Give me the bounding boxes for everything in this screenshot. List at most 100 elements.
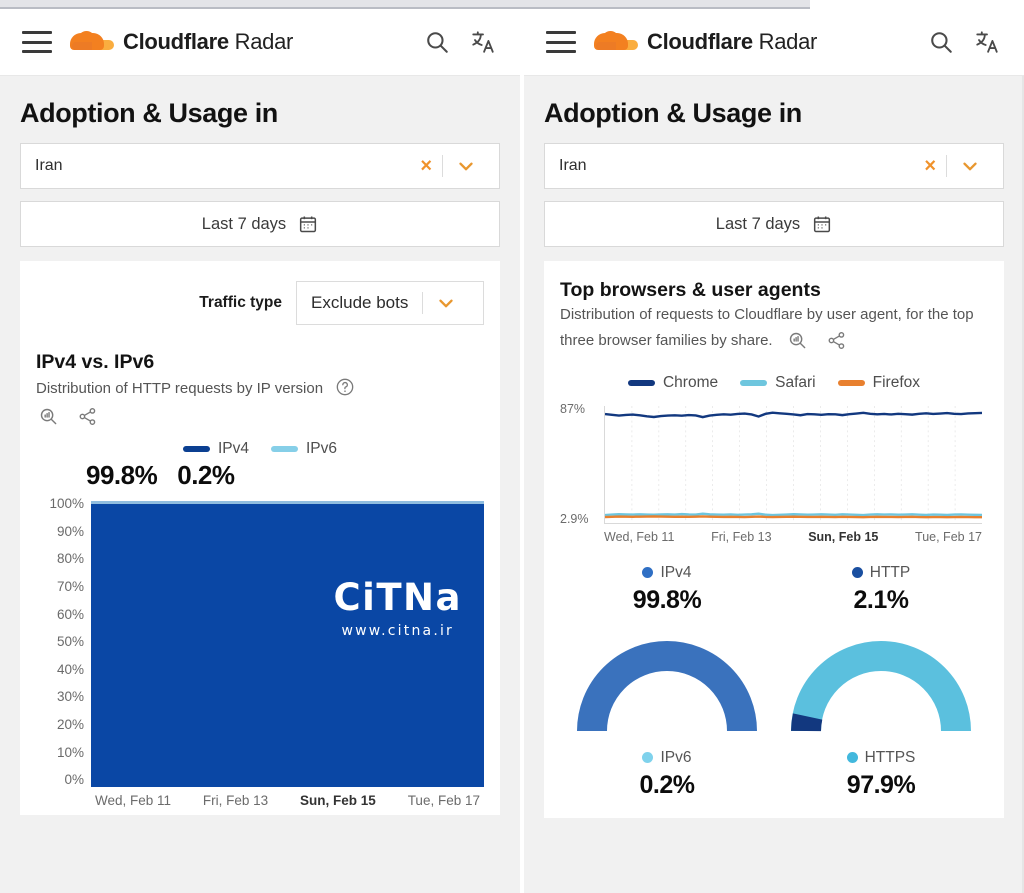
legend-swatch-firefox [837, 379, 865, 386]
x-tick: Fri, Feb 13 [202, 793, 269, 808]
search-icon[interactable] [928, 29, 954, 55]
search-icon[interactable] [424, 29, 450, 55]
hamburger-icon[interactable] [546, 31, 576, 53]
page-body-left: Adoption & Usage in Iran × Last 7 days [0, 98, 520, 815]
brand-name-bold: Cloudflare [123, 29, 229, 54]
ipv6-gauge-arc[interactable] [572, 635, 762, 735]
gauge-footer: HTTPS 97.9% [846, 748, 916, 800]
y-tick: 87% [560, 401, 586, 416]
chevron-down-icon[interactable] [423, 292, 465, 314]
legend-item[interactable]: IPv6 [271, 440, 337, 458]
https-gauge-svg [791, 640, 971, 732]
cloudflare-cloud-icon [70, 31, 114, 53]
x-tick: Tue, Feb 17 [915, 529, 982, 544]
legend-swatch-chrome [627, 379, 655, 386]
hamburger-icon[interactable] [22, 31, 52, 53]
y-tick: 40% [56, 661, 84, 677]
top-browsers-line-chart: 87% 2.9% Wed, Feb 11 Fri, Feb 13 Su [560, 398, 988, 548]
section-subtitle-browsers: Distribution of requests to Cloudflare b… [560, 306, 974, 349]
clear-icon[interactable]: × [420, 155, 432, 177]
gauges-row: IPv6 0.2% [560, 635, 988, 800]
chevron-down-icon[interactable] [947, 155, 989, 177]
status-dot [846, 752, 858, 764]
header-actions-left [424, 29, 496, 55]
gauge-value: 97.9% [846, 770, 916, 799]
gauge-header: IPv6 [642, 749, 692, 767]
summary-stats-row: IPv4 99.8% HTTP 2.1% [560, 564, 988, 615]
legend-item[interactable]: Chrome [627, 373, 719, 392]
line-plot-svg [605, 405, 982, 523]
line-plot-region[interactable] [604, 405, 982, 524]
status-dot [642, 752, 654, 764]
stat-header: IPv4 [642, 563, 692, 582]
legend-label-firefox: Firefox [872, 373, 920, 391]
date-range-select[interactable]: Last 7 days [20, 201, 500, 247]
y-tick: 2.9% [560, 511, 589, 526]
chart-magnifier-icon[interactable] [38, 406, 59, 432]
brand-label: Cloudflare Radar [123, 29, 293, 55]
x-tick: Wed, Feb 11 [604, 529, 675, 544]
left-screenshot-panel: Cloudflare Radar Adoption & Usage in Ira… [0, 9, 524, 893]
x-tick: Tue, Feb 17 [407, 793, 480, 808]
translate-icon[interactable] [470, 29, 496, 55]
watermark-logo: CiTNa [333, 576, 462, 619]
legend-swatch-safari [740, 379, 768, 386]
brand-name-light: Radar [752, 29, 818, 54]
date-range-select[interactable]: Last 7 days [544, 201, 1004, 247]
ipv4-ipv6-card: Traffic type Exclude bots IPv4 vs. IPv6 … [20, 261, 500, 815]
top-edge-strip [0, 0, 810, 7]
gauge-footer: IPv6 0.2% [640, 749, 695, 800]
chart-tools-right [787, 330, 847, 356]
app-header-left: Cloudflare Radar [0, 9, 520, 76]
y-tick: 30% [56, 689, 84, 705]
legend-item[interactable]: Firefox [837, 373, 920, 392]
stat-label: IPv4 [660, 563, 692, 581]
y-tick: 50% [56, 634, 84, 650]
y-tick: 0% [64, 772, 84, 788]
translate-icon[interactable] [974, 29, 1000, 55]
location-controls: × [914, 155, 989, 177]
ipv6-sliver [91, 501, 484, 504]
legend-label-chrome: Chrome [662, 373, 719, 391]
chart-magnifier-icon[interactable] [787, 330, 808, 356]
panel-edge [1022, 9, 1024, 893]
calendar-icon [298, 214, 318, 234]
x-axis-labels: Wed, Feb 11 Fri, Feb 13 Sun, Feb 15 Tue,… [91, 793, 484, 817]
divider [422, 292, 424, 314]
location-value: Iran [35, 157, 63, 174]
card-bottom-pad [560, 800, 988, 810]
value-ipv6: 0.2% [177, 460, 235, 490]
area-plot-region[interactable]: CiTNa www.citna.ir [91, 501, 484, 787]
help-circle-icon[interactable] [335, 377, 355, 402]
share-icon[interactable] [77, 406, 98, 432]
y-tick: 20% [56, 717, 84, 733]
legend-label-ipv4: IPv4 [217, 440, 249, 457]
x-tick: Sun, Feb 15 [300, 793, 376, 808]
section-title-ipv4-ipv6: IPv4 vs. IPv6 [36, 351, 155, 373]
y-tick: 70% [56, 578, 84, 594]
y-tick: 80% [56, 551, 84, 567]
gauge-https: HTTPS 97.9% [774, 635, 988, 800]
watermark-url: www.citna.ir [341, 623, 455, 639]
cloudflare-radar-brand[interactable]: Cloudflare Radar [70, 29, 293, 55]
https-gauge-arc[interactable] [786, 635, 976, 735]
traffic-type-select[interactable]: Exclude bots [296, 281, 484, 325]
date-range-value: Last 7 days [201, 214, 287, 233]
x-tick: Wed, Feb 11 [95, 793, 172, 808]
location-select[interactable]: Iran × [20, 143, 500, 189]
share-icon[interactable] [826, 330, 847, 356]
status-dot [851, 567, 863, 579]
calendar-icon [812, 214, 832, 234]
legend-item[interactable]: IPv4 [182, 440, 249, 458]
y-tick: 60% [56, 606, 84, 622]
legend-item[interactable]: Safari [740, 374, 816, 392]
clear-icon[interactable]: × [924, 155, 936, 177]
stat-value: 2.1% [853, 585, 909, 614]
location-select[interactable]: Iran × [544, 143, 1004, 189]
section-subtitle-wrap: Distribution of requests to Cloudflare b… [560, 305, 988, 364]
legend-swatch-ipv4 [182, 446, 210, 452]
chevron-down-icon[interactable] [443, 155, 485, 177]
gauge-label: HTTPS [864, 748, 916, 766]
stat-ipv4: IPv4 99.8% [560, 564, 774, 615]
cloudflare-radar-brand[interactable]: Cloudflare Radar [594, 29, 817, 55]
